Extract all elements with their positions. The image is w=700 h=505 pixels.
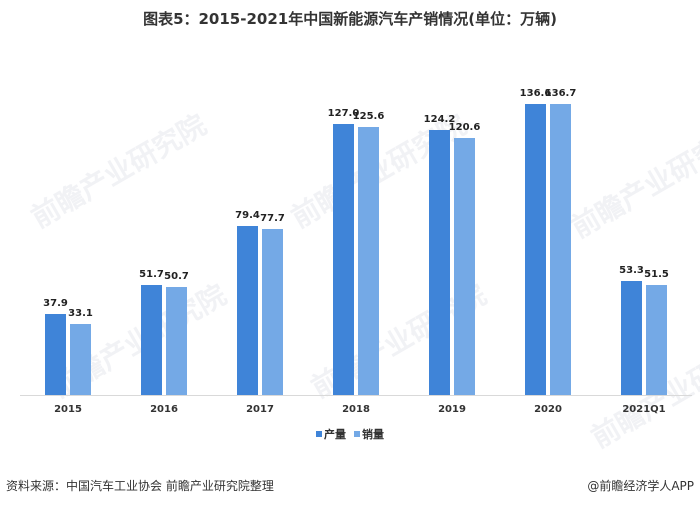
x-axis-tick-label: 2018 bbox=[342, 404, 370, 415]
production-bar-2020 bbox=[525, 104, 546, 395]
legend-item-production: 产量 bbox=[316, 426, 346, 442]
production-bar-2021Q1 bbox=[621, 281, 642, 395]
watermark: 前瞻产业研究院 bbox=[565, 118, 700, 245]
x-axis-line bbox=[20, 395, 692, 396]
sales-value-label: 125.6 bbox=[352, 111, 385, 122]
credit-note: @前瞻经济学人APP bbox=[587, 479, 694, 493]
sales-value-label: 50.7 bbox=[164, 271, 189, 282]
x-axis-tick-label: 2019 bbox=[438, 404, 466, 415]
production-bar-2019 bbox=[429, 130, 450, 395]
sales-value-label: 136.7 bbox=[544, 88, 577, 99]
sales-value-label: 33.1 bbox=[68, 308, 93, 319]
production-value-label: 124.2 bbox=[423, 114, 456, 125]
production-bar-2018 bbox=[333, 124, 354, 395]
x-axis-tick-label: 2015 bbox=[54, 404, 82, 415]
sales-bar-2017 bbox=[262, 229, 283, 395]
sales-bar-2016 bbox=[166, 287, 187, 395]
legend: 产量 销量 bbox=[0, 426, 700, 442]
watermark: 前瞻产业研究院 bbox=[25, 108, 212, 235]
sales-swatch-icon bbox=[354, 431, 360, 437]
production-value-label: 51.7 bbox=[139, 269, 164, 280]
sales-value-label: 77.7 bbox=[260, 213, 285, 224]
sales-value-label: 51.5 bbox=[644, 269, 669, 280]
sales-value-label: 120.6 bbox=[448, 122, 481, 133]
production-value-label: 79.4 bbox=[235, 210, 260, 221]
production-value-label: 136.6 bbox=[519, 88, 552, 99]
x-axis-tick-label: 2017 bbox=[246, 404, 274, 415]
sales-bar-2020 bbox=[550, 104, 571, 395]
sales-bar-2021Q1 bbox=[646, 285, 667, 395]
chart-title: 图表5：2015-2021年中国新能源汽车产销情况(单位：万辆) bbox=[143, 10, 557, 28]
x-axis-tick-label: 2021Q1 bbox=[622, 404, 666, 415]
x-axis-tick-label: 2020 bbox=[534, 404, 562, 415]
production-bar-2017 bbox=[237, 226, 258, 395]
production-swatch-icon bbox=[316, 431, 322, 437]
production-bar-2015 bbox=[45, 314, 66, 395]
source-note: 资料来源：中国汽车工业协会 前瞻产业研究院整理 bbox=[6, 479, 274, 493]
production-value-label: 37.9 bbox=[43, 298, 68, 309]
production-bar-2016 bbox=[141, 285, 162, 395]
x-axis-tick-label: 2016 bbox=[150, 404, 178, 415]
legend-label-production: 产量 bbox=[324, 428, 346, 441]
production-value-label: 127.0 bbox=[327, 108, 360, 119]
legend-label-sales: 销量 bbox=[362, 428, 384, 441]
sales-bar-2019 bbox=[454, 138, 475, 395]
legend-item-sales: 销量 bbox=[354, 426, 384, 442]
sales-bar-2015 bbox=[70, 324, 91, 395]
production-value-label: 53.3 bbox=[619, 265, 644, 276]
sales-bar-2018 bbox=[358, 127, 379, 395]
